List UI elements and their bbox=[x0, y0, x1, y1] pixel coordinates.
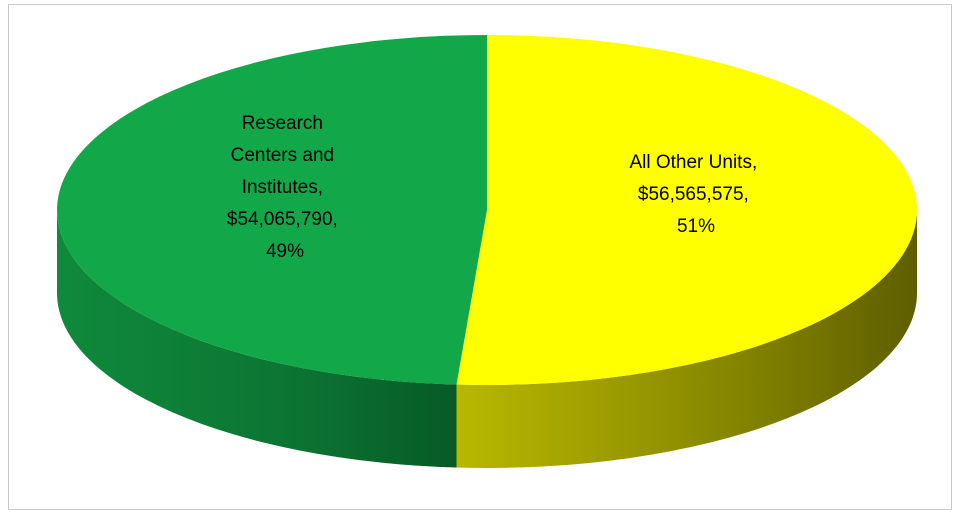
pie-slice-side bbox=[456, 210, 917, 468]
slice-label-line: $54,065,790, bbox=[227, 209, 338, 230]
pie-slice-all-other-units bbox=[456, 35, 918, 385]
pie-slice-research-centers bbox=[57, 35, 487, 385]
slice-label-line: Research bbox=[242, 113, 323, 134]
slice-label-line: $56,565,575, bbox=[638, 184, 749, 205]
slice-label-line: Institutes, bbox=[242, 177, 323, 198]
slice-label-line: 49% bbox=[266, 241, 304, 262]
slice-label-line: All Other Units, bbox=[629, 152, 757, 173]
slice-label-research-centers: Research Centers and Institutes, $54,065… bbox=[227, 113, 343, 262]
pie-slice-side bbox=[57, 210, 457, 468]
slice-label-all-other-units: All Other Units, $56,565,575, 51% bbox=[629, 152, 762, 237]
slice-label-line: Centers and bbox=[231, 145, 335, 166]
slice-label-line: 51% bbox=[677, 216, 715, 237]
